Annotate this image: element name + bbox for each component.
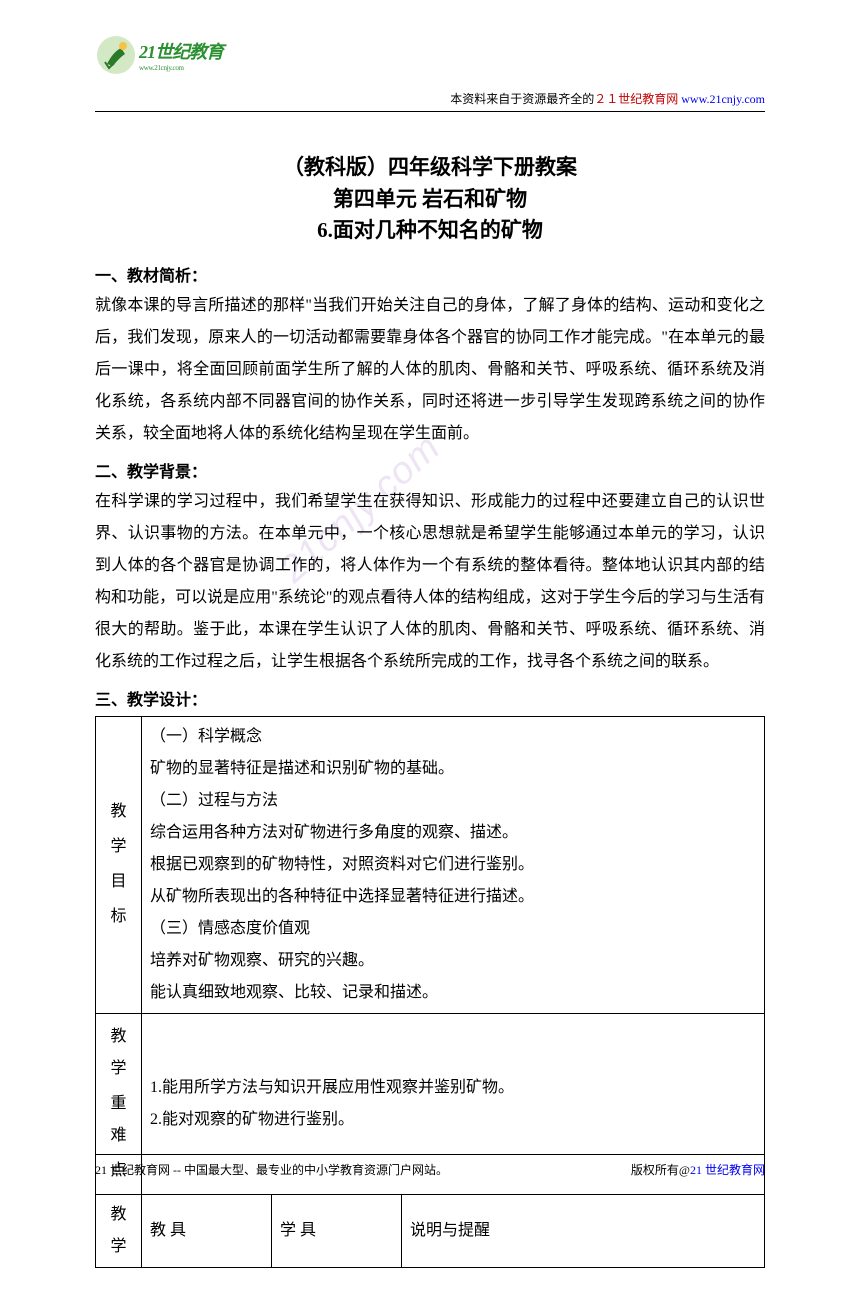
logo-icon xyxy=(95,34,137,76)
teaching-tools: 教 具 xyxy=(142,1194,272,1267)
logo-area: 21世纪教育 www.21cnjy.com xyxy=(95,30,765,80)
table-row: 教学目标 （一）科学概念 矿物的显著特征是描述和识别矿物的基础。 （二）过程与方… xyxy=(96,716,765,1013)
notes: 说明与提醒 xyxy=(402,1194,765,1267)
header-prefix: 本资料来自于资源最齐全的 xyxy=(450,92,594,106)
title-block: （教科版）四年级科学下册教案 第四单元 岩石和矿物 6.面对几种不知名的矿物 xyxy=(95,152,765,247)
prep-label: 教 学 xyxy=(96,1194,142,1267)
header-source: 本资料来自于资源最齐全的２１世纪教育网 www.21cnjy.com xyxy=(95,90,765,107)
section-1-heading: 一、教材简析： xyxy=(95,262,765,286)
logo-text: 21世纪教育 www.21cnjy.com xyxy=(139,38,223,72)
learning-tools: 学 具 xyxy=(272,1194,402,1267)
header-name: ２１世纪教育网 xyxy=(594,92,678,106)
attitude-line-2: 能认真细致地观察、比较、记录和描述。 xyxy=(150,977,756,1009)
title-line-3: 6.面对几种不知名的矿物 xyxy=(95,215,765,247)
process-line-1: 综合运用各种方法对矿物进行多角度的观察、描述。 xyxy=(150,817,756,849)
attitude-line-1: 培养对矿物观察、研究的兴趣。 xyxy=(150,945,756,977)
logo: 21世纪教育 www.21cnjy.com xyxy=(95,30,225,80)
concept-body: 矿物的显著特征是描述和识别矿物的基础。 xyxy=(150,753,756,785)
process-line-3: 从矿物所表现出的各种特征中选择显著特征进行描述。 xyxy=(150,881,756,913)
logo-url: www.21cnjy.com xyxy=(139,64,223,72)
section-3-heading: 三、教学设计： xyxy=(95,686,765,710)
keypoints-content: 1.能用所学方法与知识开展应用性观察并鉴别矿物。 2.能对观察的矿物进行鉴别。 xyxy=(142,1013,765,1194)
section-2-body: 在科学课的学习过程中，我们希望学生在获得知识、形成能力的过程中还要建立自己的认识… xyxy=(95,486,765,678)
concept-title: （一）科学概念 xyxy=(150,721,756,753)
goals-label: 教学目标 xyxy=(96,716,142,1013)
goals-content: （一）科学概念 矿物的显著特征是描述和识别矿物的基础。 （二）过程与方法 综合运… xyxy=(142,716,765,1013)
header-divider xyxy=(95,111,765,112)
title-line-2: 第四单元 岩石和矿物 xyxy=(95,184,765,216)
table-row: 教 学重 难点 1.能用所学方法与知识开展应用性观察并鉴别矿物。 2.能对观察的… xyxy=(96,1013,765,1194)
process-line-2: 根据已观察到的矿物特性，对照资料对它们进行鉴别。 xyxy=(150,849,756,881)
header-url: www.21cnjy.com xyxy=(678,92,765,106)
design-table: 教学目标 （一）科学概念 矿物的显著特征是描述和识别矿物的基础。 （二）过程与方… xyxy=(95,716,765,1268)
logo-title: 21世纪教育 xyxy=(139,38,223,64)
attitude-title: （三）情感态度价值观 xyxy=(150,913,756,945)
section-2-heading: 二、教学背景： xyxy=(95,458,765,482)
title-line-1: （教科版）四年级科学下册教案 xyxy=(95,152,765,184)
keypoint-2: 2.能对观察的矿物进行鉴别。 xyxy=(150,1104,756,1136)
section-1-body: 就像本课的导言所描述的那样"当我们开始关注自己的身体，了解了身体的结构、运动和变… xyxy=(95,290,765,450)
table-row: 教 学 教 具 学 具 说明与提醒 xyxy=(96,1194,765,1267)
process-title: （二）过程与方法 xyxy=(150,785,756,817)
keypoints-label: 教 学重 难点 xyxy=(96,1013,142,1194)
keypoint-1: 1.能用所学方法与知识开展应用性观察并鉴别矿物。 xyxy=(150,1072,756,1104)
